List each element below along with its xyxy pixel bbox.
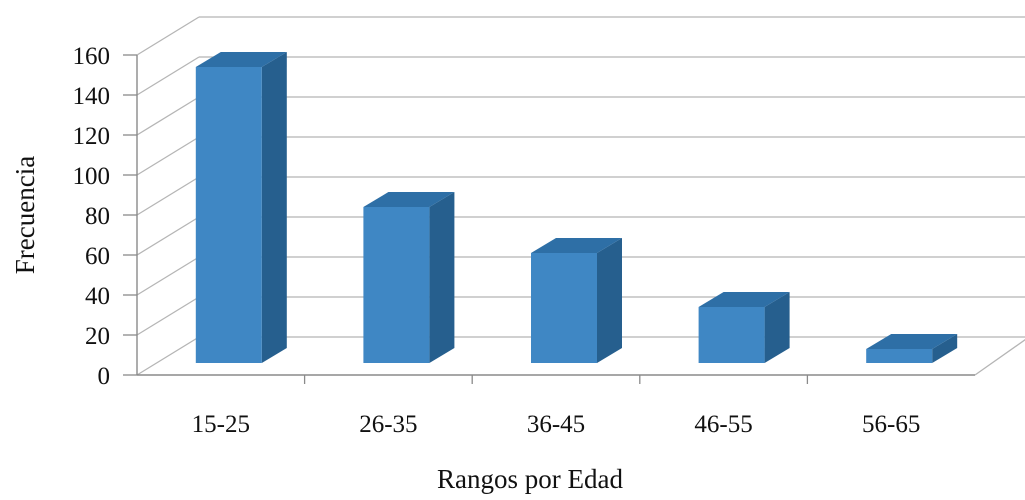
- y-tick-label: 120: [73, 123, 111, 150]
- bar-side: [597, 238, 622, 363]
- bar-side: [429, 192, 454, 363]
- y-tick-labels: 0 20 40 60 80 100 120 140 160: [73, 43, 111, 390]
- y-tick-label: 0: [98, 363, 111, 390]
- y-tick-label: 80: [85, 203, 110, 230]
- gridline-side: [137, 17, 199, 55]
- gridline-side: [137, 97, 199, 135]
- y-tick-label: 20: [85, 323, 110, 350]
- bar-front: [196, 67, 262, 363]
- x-tick-label: 15-25: [192, 411, 250, 438]
- x-axis-title: Rangos por Edad: [437, 464, 623, 494]
- x-tick-label: 26-35: [359, 411, 417, 438]
- bar-front: [531, 253, 597, 363]
- gridline-side: [137, 57, 199, 95]
- x-tick-labels: 15-25 26-35 36-45 46-55 56-65: [192, 411, 921, 438]
- bars: [196, 52, 957, 363]
- bar-front: [699, 307, 765, 363]
- x-tick-label: 36-45: [527, 411, 585, 438]
- bar-front: [363, 207, 429, 363]
- bar: [363, 192, 454, 363]
- gridline-side: [137, 177, 199, 215]
- gridline-side: [137, 257, 199, 295]
- bar: [531, 238, 622, 363]
- y-axis-title: Frecuencia: [10, 156, 40, 274]
- bar: [699, 292, 790, 363]
- gridline-side: [137, 137, 199, 175]
- y-tick-label: 140: [73, 83, 111, 110]
- y-tick-label: 100: [73, 163, 111, 190]
- y-tick-label: 60: [85, 243, 110, 270]
- x-tick-label: 46-55: [694, 411, 752, 438]
- x-tick-label: 56-65: [862, 411, 920, 438]
- y-tick-label: 160: [73, 43, 111, 70]
- bar: [866, 334, 957, 363]
- bar-front: [866, 349, 932, 363]
- bar-side: [262, 52, 287, 363]
- y-tick-label: 40: [85, 283, 110, 310]
- bar: [196, 52, 287, 363]
- gridline-side: [137, 217, 199, 255]
- gridline-side: [137, 297, 199, 335]
